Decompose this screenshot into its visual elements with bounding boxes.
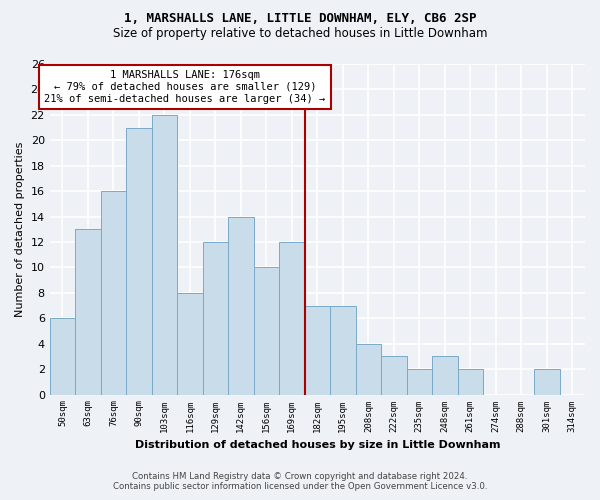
Bar — [279, 242, 305, 394]
Bar — [177, 293, 203, 394]
Bar — [152, 115, 177, 394]
Bar — [407, 369, 432, 394]
Bar — [75, 230, 101, 394]
Bar — [126, 128, 152, 394]
Text: Contains HM Land Registry data © Crown copyright and database right 2024.
Contai: Contains HM Land Registry data © Crown c… — [113, 472, 487, 491]
Bar — [203, 242, 228, 394]
Bar — [50, 318, 75, 394]
Bar — [381, 356, 407, 395]
Bar — [305, 306, 330, 394]
Text: 1 MARSHALLS LANE: 176sqm
← 79% of detached houses are smaller (129)
21% of semi-: 1 MARSHALLS LANE: 176sqm ← 79% of detach… — [44, 70, 325, 104]
Bar — [356, 344, 381, 394]
Text: Size of property relative to detached houses in Little Downham: Size of property relative to detached ho… — [113, 28, 487, 40]
X-axis label: Distribution of detached houses by size in Little Downham: Distribution of detached houses by size … — [134, 440, 500, 450]
Bar — [458, 369, 483, 394]
Y-axis label: Number of detached properties: Number of detached properties — [15, 142, 25, 317]
Bar — [330, 306, 356, 394]
Bar — [101, 191, 126, 394]
Bar — [432, 356, 458, 395]
Bar — [254, 268, 279, 394]
Bar — [534, 369, 560, 394]
Bar — [228, 216, 254, 394]
Text: 1, MARSHALLS LANE, LITTLE DOWNHAM, ELY, CB6 2SP: 1, MARSHALLS LANE, LITTLE DOWNHAM, ELY, … — [124, 12, 476, 26]
